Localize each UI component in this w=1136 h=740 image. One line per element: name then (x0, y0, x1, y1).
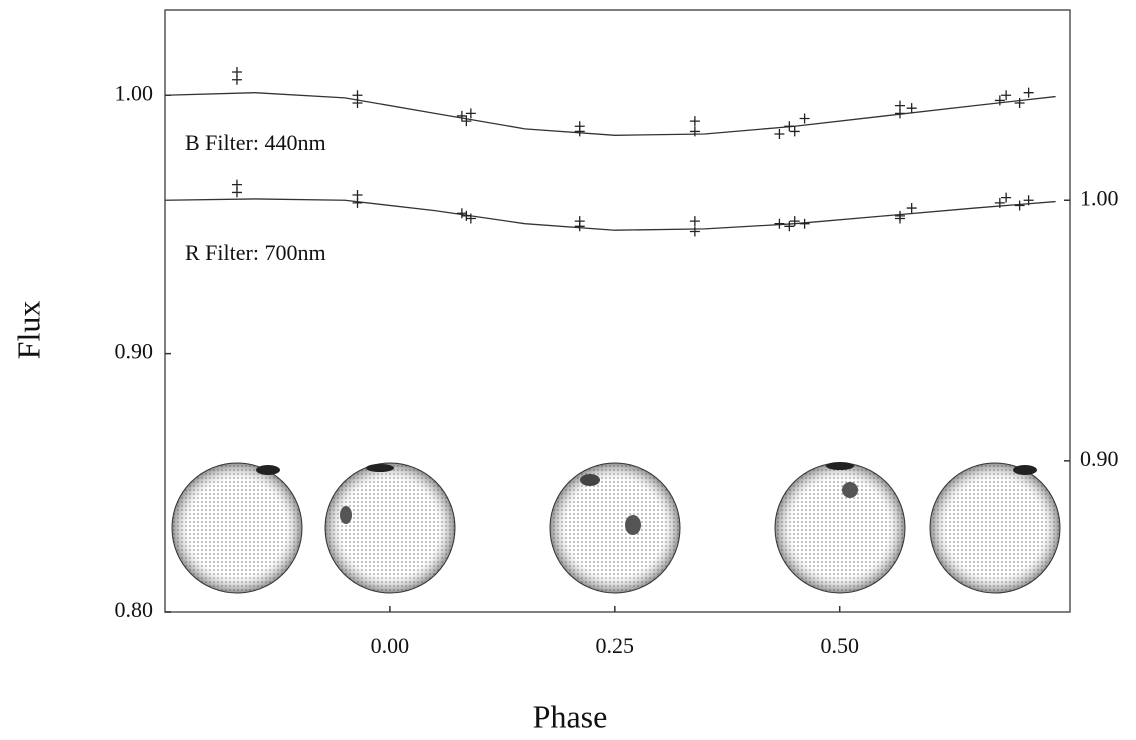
y-tick-label: 1.00 (115, 80, 154, 105)
x-tick-label: 0.25 (596, 633, 635, 658)
model-curve (164, 198, 1056, 231)
y2-tick-label: 1.00 (1080, 185, 1119, 210)
y-tick-label: 0.90 (115, 339, 154, 364)
data-point (784, 221, 795, 232)
series-annotation: B Filter: 440nm (185, 130, 326, 155)
data-point (789, 126, 800, 137)
model-curve (164, 92, 1056, 136)
star-sphere (171, 462, 303, 594)
data-point (894, 213, 905, 224)
data-point (352, 190, 363, 201)
x-axis-label: Phase (533, 698, 608, 734)
data-point (1001, 192, 1012, 203)
star-sphere (549, 462, 681, 594)
data-point (1023, 195, 1034, 206)
data-point (689, 126, 700, 137)
data-point (231, 67, 242, 78)
data-point (994, 95, 1005, 106)
data-point (906, 203, 917, 214)
data-point (465, 213, 476, 224)
data-point (789, 216, 800, 227)
data-point (461, 116, 472, 127)
data-point (456, 208, 467, 219)
data-point (1023, 87, 1034, 98)
data-point (689, 216, 700, 227)
data-point (689, 116, 700, 127)
data-point (231, 179, 242, 190)
data-point (784, 121, 795, 132)
data-point (574, 121, 585, 132)
star-images (171, 462, 1061, 594)
data-point (894, 100, 905, 111)
data-point (1014, 98, 1025, 109)
data-point (799, 218, 810, 229)
data-point (994, 197, 1005, 208)
y-axis-label: Flux (10, 301, 46, 360)
data-point (1014, 200, 1025, 211)
series-annotation: R Filter: 700nm (185, 240, 326, 265)
star-sphere (929, 462, 1061, 594)
star-sphere (774, 462, 906, 594)
x-tick-label: 0.50 (820, 633, 859, 658)
star-sphere (324, 462, 456, 594)
plot-frame (164, 9, 1071, 613)
data-point (465, 108, 476, 119)
y2-tick-label: 0.90 (1080, 446, 1119, 471)
data-point (461, 210, 472, 221)
data-point (799, 113, 810, 124)
x-tick-label: 0.00 (371, 633, 410, 658)
data-point (352, 90, 363, 101)
data-point (456, 110, 467, 121)
data-point (774, 218, 785, 229)
data-point (906, 103, 917, 114)
data-point (574, 221, 585, 232)
data-point (774, 129, 785, 140)
y-tick-label: 0.80 (115, 597, 154, 622)
data-point (689, 226, 700, 237)
data-point (1001, 90, 1012, 101)
